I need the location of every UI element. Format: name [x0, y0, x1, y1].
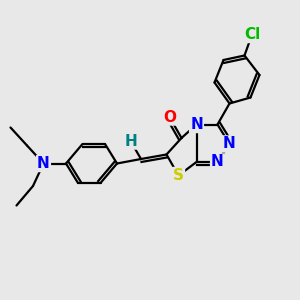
- Text: N: N: [190, 117, 203, 132]
- Text: N: N: [223, 136, 236, 152]
- Text: O: O: [163, 110, 176, 124]
- Text: Cl: Cl: [244, 27, 260, 42]
- Text: N: N: [37, 156, 50, 171]
- Text: H: H: [124, 134, 137, 148]
- Text: N: N: [211, 154, 224, 169]
- Text: S: S: [173, 168, 184, 183]
